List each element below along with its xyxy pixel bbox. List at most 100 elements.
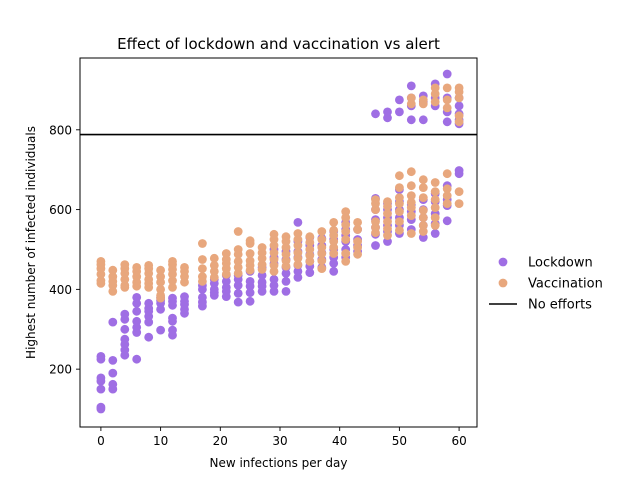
y-tick-label: 400: [49, 283, 72, 297]
vaccination-point: [395, 183, 404, 193]
vaccination-point: [383, 217, 392, 227]
lockdown-point: [395, 107, 404, 117]
vaccination-point: [168, 257, 177, 266]
vaccination-point: [418, 213, 428, 223]
vaccination-point: [156, 285, 166, 294]
lockdown-point: [442, 216, 452, 226]
vaccination-point: [269, 248, 279, 258]
x-tick-label: 0: [97, 434, 105, 448]
vaccination-point: [353, 218, 362, 227]
vaccination-point: [442, 169, 452, 179]
vaccination-point: [341, 207, 351, 217]
vaccination-point: [341, 227, 351, 236]
lockdown-point: [132, 354, 142, 364]
lockdown-point: [108, 317, 118, 327]
vaccination-point: [317, 227, 327, 236]
vaccination-point: [442, 83, 452, 93]
vaccination-point: [430, 213, 440, 223]
lockdown-point: [168, 293, 177, 303]
legend-label-vaccination: Vaccination: [528, 277, 603, 292]
vaccination-point: [120, 260, 130, 269]
vaccination-point: [305, 245, 315, 254]
vaccination-point: [156, 265, 166, 275]
lockdown-point: [96, 384, 106, 394]
vaccination-point: [353, 225, 362, 234]
y-axis-ticks: 200 400 600 800: [49, 123, 80, 377]
y-axis-label: Highest number of infected individuals: [24, 126, 38, 359]
vaccination-point: [395, 225, 404, 235]
vaccination-point: [430, 195, 440, 205]
lockdown-point: [371, 241, 380, 250]
lockdown-point: [108, 379, 118, 389]
vaccination-point: [383, 231, 392, 240]
vaccination-point: [418, 183, 428, 193]
lockdown-point: [96, 352, 106, 361]
vaccination-point: [454, 199, 464, 209]
lockdown-point: [96, 373, 106, 383]
vaccination-point: [395, 193, 404, 203]
vaccination-point: [156, 272, 166, 281]
lockdown-point: [305, 268, 315, 277]
lockdown-point: [168, 313, 177, 323]
lockdown-point: [269, 275, 279, 284]
lockdown-point: [180, 292, 189, 301]
lockdown-point: [395, 95, 404, 105]
vaccination-point: [317, 243, 327, 252]
vaccination-point: [442, 199, 452, 209]
vaccination-point: [418, 95, 428, 105]
vaccination-point: [353, 249, 362, 259]
legend-marker-vaccination: [498, 278, 508, 288]
vaccination-point: [454, 187, 464, 197]
vaccination-point: [406, 93, 416, 103]
vaccination-point: [281, 256, 291, 266]
vaccination-point: [96, 257, 106, 266]
data-points: [96, 69, 464, 414]
lockdown-point: [144, 298, 154, 308]
plot-frame: [79, 57, 478, 428]
vaccination-point: [406, 191, 416, 201]
lockdown-point: [120, 324, 130, 334]
vaccination-point: [144, 261, 154, 270]
vaccination-point: [371, 217, 380, 227]
vaccination-point: [341, 249, 351, 258]
lockdown-point: [281, 287, 291, 296]
vaccination-point: [281, 249, 291, 259]
legend-label-no-efforts: No efforts: [528, 298, 592, 313]
lockdown-point: [245, 277, 255, 286]
vaccination-point: [198, 264, 207, 273]
y-tick-label: 200: [49, 363, 72, 377]
vaccination-point: [395, 217, 404, 227]
vaccination-point: [406, 181, 416, 191]
vaccination-point: [341, 257, 351, 266]
x-axis-label: New infections per day: [209, 456, 347, 470]
lockdown-point: [454, 166, 464, 175]
vaccination-point: [269, 229, 279, 239]
vaccination-point: [180, 263, 189, 272]
vaccination-point: [430, 83, 440, 93]
x-tick-label: 30: [272, 434, 287, 448]
vaccination-point: [281, 232, 291, 242]
vaccination-point: [257, 243, 267, 252]
lockdown-point: [96, 402, 106, 412]
y-tick-label: 600: [49, 203, 72, 217]
lockdown-point: [198, 293, 207, 302]
x-tick-label: 60: [451, 434, 466, 448]
lockdown-point: [454, 101, 464, 111]
lockdown-point: [132, 316, 142, 326]
vaccination-point: [383, 197, 392, 207]
vaccination-point: [430, 187, 440, 197]
vaccination-point: [245, 236, 255, 246]
vaccination-point: [371, 195, 380, 205]
vaccination-point: [406, 167, 416, 177]
vaccination-point: [293, 229, 303, 238]
vaccination-point: [233, 245, 243, 254]
vaccination-point: [383, 209, 392, 219]
x-axis-ticks: 0 10 20 30 40 50 60: [97, 427, 467, 448]
vaccination-point: [442, 103, 452, 113]
vaccination-point: [341, 220, 351, 230]
lockdown-point: [281, 277, 291, 286]
lockdown-point: [406, 115, 416, 125]
lockdown-point: [329, 267, 339, 276]
vaccination-point: [108, 272, 118, 281]
lockdown-point: [383, 107, 392, 117]
